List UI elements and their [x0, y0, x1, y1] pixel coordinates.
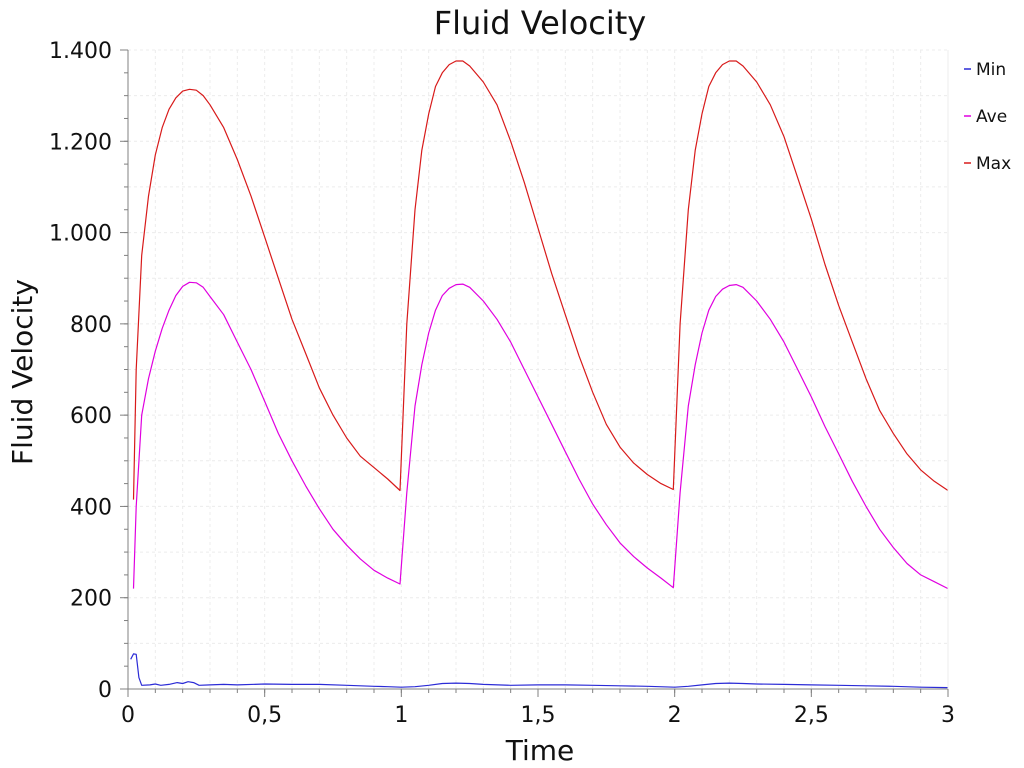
chart-title: Fluid Velocity [434, 4, 646, 42]
x-tick-label: 2 [668, 703, 682, 728]
y-axis-title: Fluid Velocity [6, 279, 39, 465]
x-tick-label: 1 [394, 703, 408, 728]
x-axis-title: Time [505, 734, 575, 767]
legend-label-min: Min [976, 60, 1006, 80]
x-tick-label: 1,5 [521, 703, 556, 728]
x-tick-label: 0 [121, 703, 135, 728]
y-tick-label: 600 [70, 404, 112, 429]
legend-label-ave: Ave [976, 107, 1007, 127]
legend: Min Ave Max [964, 60, 1011, 174]
series-line-min [130, 653, 949, 689]
y-tick-label: 1.200 [49, 130, 112, 155]
axes [120, 49, 949, 697]
series-line-ave [132, 281, 949, 590]
tick-labels: 0 0,5 1 1,5 2 2,5 3 0 200 400 600 800 1.000 1.200 1.40… [49, 39, 955, 728]
y-tick-label: 800 [70, 313, 112, 338]
series-line-max [132, 60, 949, 500]
y-tick-label: 400 [70, 495, 112, 520]
y-tick-label: 0 [98, 678, 112, 703]
x-tick-label: 2,5 [794, 703, 829, 728]
legend-label-max: Max [976, 154, 1011, 174]
y-tick-label: 1.000 [49, 222, 112, 247]
y-tick-label: 1.400 [49, 39, 112, 64]
x-tick-label: 3 [941, 703, 955, 728]
y-tick-label: 200 [70, 587, 112, 612]
series-lines [130, 60, 949, 689]
x-tick-label: 0,5 [247, 703, 282, 728]
